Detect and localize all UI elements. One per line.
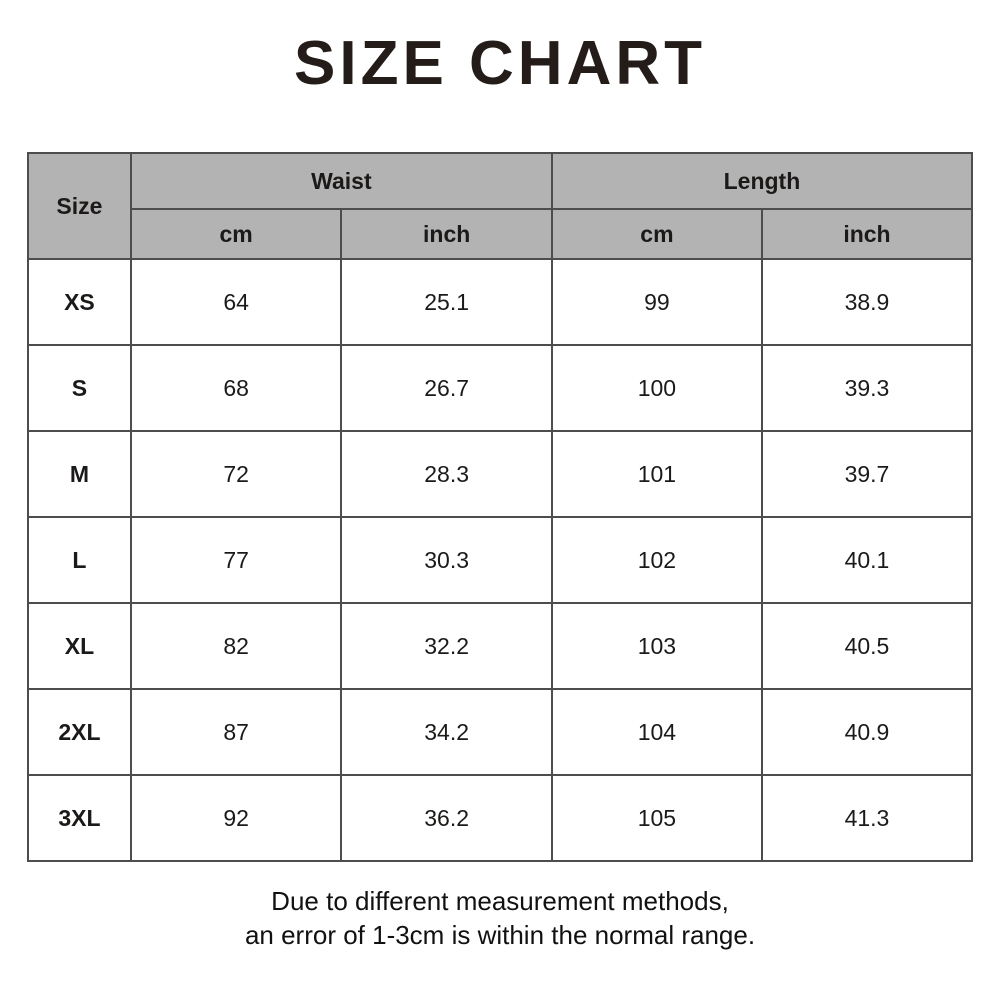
header-unit-row: cm inch cm inch <box>28 208 974 260</box>
header-length-inch: inch <box>760 208 974 260</box>
size-label: XL <box>27 602 132 690</box>
waist-inch-value: 28.3 <box>340 430 553 518</box>
length-cm-value: 104 <box>550 688 763 776</box>
header-waist-cm: cm <box>129 208 343 260</box>
length-cm-value: 101 <box>550 430 763 518</box>
waist-cm-value: 68 <box>129 344 343 432</box>
measurement-disclaimer: Due to different measurement methods, an… <box>0 884 1000 952</box>
length-inch-value: 38.9 <box>760 258 974 346</box>
disclaimer-line-2: an error of 1-3cm is within the normal r… <box>244 920 756 950</box>
header-waist: Waist <box>129 152 553 210</box>
length-inch-value: 41.3 <box>760 774 974 862</box>
table-row: XL 82 32.2 103 40.5 <box>27 602 974 690</box>
length-inch-value: 40.9 <box>760 688 974 776</box>
table-row: L 77 30.3 102 40.1 <box>27 516 974 604</box>
table-body: XS 64 25.1 99 38.9 S 68 26.7 100 39.3 M … <box>27 258 974 862</box>
table-row: M 72 28.3 101 39.7 <box>27 430 974 518</box>
waist-inch-value: 34.2 <box>340 688 553 776</box>
waist-cm-value: 64 <box>129 258 343 346</box>
waist-cm-value: 87 <box>129 688 343 776</box>
waist-inch-value: 32.2 <box>340 602 553 690</box>
length-cm-value: 103 <box>550 602 763 690</box>
waist-inch-value: 26.7 <box>340 344 553 432</box>
size-label: L <box>27 516 132 604</box>
length-cm-value: 99 <box>550 258 763 346</box>
header-size: Size <box>27 152 132 260</box>
size-label: 3XL <box>27 774 132 862</box>
table-row: XS 64 25.1 99 38.9 <box>27 258 974 346</box>
page-title: SIZE CHART <box>294 29 706 98</box>
waist-inch-value: 36.2 <box>340 774 553 862</box>
waist-cm-value: 92 <box>129 774 343 862</box>
size-label: XS <box>27 258 132 346</box>
length-inch-value: 39.7 <box>760 430 974 518</box>
table-row: 2XL 87 34.2 104 40.9 <box>27 688 974 776</box>
waist-cm-value: 72 <box>129 430 343 518</box>
size-label: M <box>27 430 132 518</box>
size-label: S <box>27 344 132 432</box>
length-inch-value: 39.3 <box>760 344 974 432</box>
waist-inch-value: 25.1 <box>340 258 553 346</box>
table-header: Size Waist Length cm inch cm inch <box>27 152 974 260</box>
waist-inch-value: 30.3 <box>340 516 553 604</box>
length-inch-value: 40.1 <box>760 516 974 604</box>
disclaimer-line-1: Due to different measurement methods, <box>271 886 729 916</box>
waist-cm-value: 77 <box>129 516 343 604</box>
header-group-row: Size Waist Length <box>27 152 974 260</box>
header-waist-inch: inch <box>340 208 553 260</box>
length-cm-value: 100 <box>550 344 763 432</box>
header-length: Length <box>550 152 974 210</box>
header-length-cm: cm <box>550 208 763 260</box>
table-row: 3XL 92 36.2 105 41.3 <box>27 774 974 862</box>
waist-cm-value: 82 <box>129 602 343 690</box>
table-row: S 68 26.7 100 39.3 <box>27 344 974 432</box>
size-label: 2XL <box>27 688 132 776</box>
length-cm-value: 102 <box>550 516 763 604</box>
size-chart-table: Size Waist Length cm inch cm inch XS 64 … <box>27 152 974 862</box>
length-cm-value: 105 <box>550 774 763 862</box>
length-inch-value: 40.5 <box>760 602 974 690</box>
